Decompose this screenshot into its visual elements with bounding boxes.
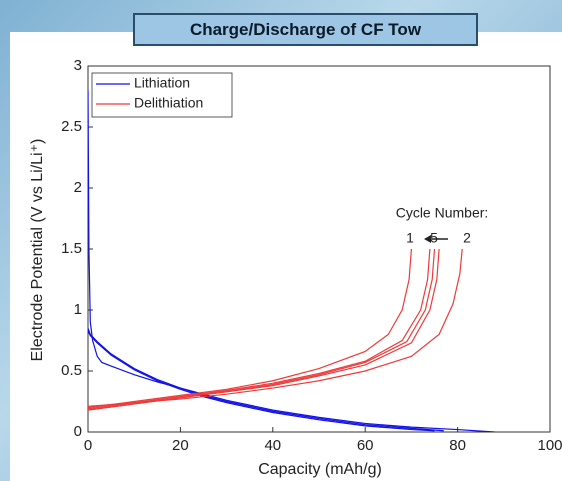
legend-label: Lithiation (134, 75, 190, 91)
y-tick-label: 0.5 (61, 362, 82, 379)
x-tick-label: 80 (449, 437, 466, 454)
curve (88, 330, 435, 432)
curve (88, 248, 431, 410)
x-axis-label: Capacity (mAh/g) (258, 461, 382, 478)
annotation: 5 (430, 230, 438, 246)
y-tick-label: 2 (74, 179, 82, 196)
curve (88, 248, 412, 409)
annotation: 1 (406, 230, 414, 246)
arrow-head (424, 235, 431, 243)
y-tick-label: 1 (74, 301, 82, 318)
curve (88, 328, 444, 432)
x-tick-label: 20 (172, 437, 189, 454)
y-axis-label: Electrode Potential (V vs Li/Li⁺) (29, 139, 46, 362)
x-tick-label: 40 (264, 437, 281, 454)
legend-label: Delithiation (134, 95, 203, 111)
y-tick-label: 0 (74, 423, 82, 440)
y-tick-label: 1.5 (61, 240, 82, 257)
annotation: 2 (463, 230, 471, 246)
legend-box (91, 72, 233, 118)
curve (88, 248, 436, 411)
y-tick-label: 3 (74, 57, 82, 74)
x-tick-label: 100 (537, 437, 562, 454)
curve (88, 248, 463, 407)
x-tick-label: 0 (84, 437, 92, 454)
chart-title: Charge/Discharge of CF Tow (133, 13, 478, 46)
plot-frame (87, 65, 551, 433)
x-tick-label: 60 (357, 437, 374, 454)
annotation: Cycle Number: (396, 205, 489, 221)
y-tick-label: 2.5 (61, 118, 82, 135)
